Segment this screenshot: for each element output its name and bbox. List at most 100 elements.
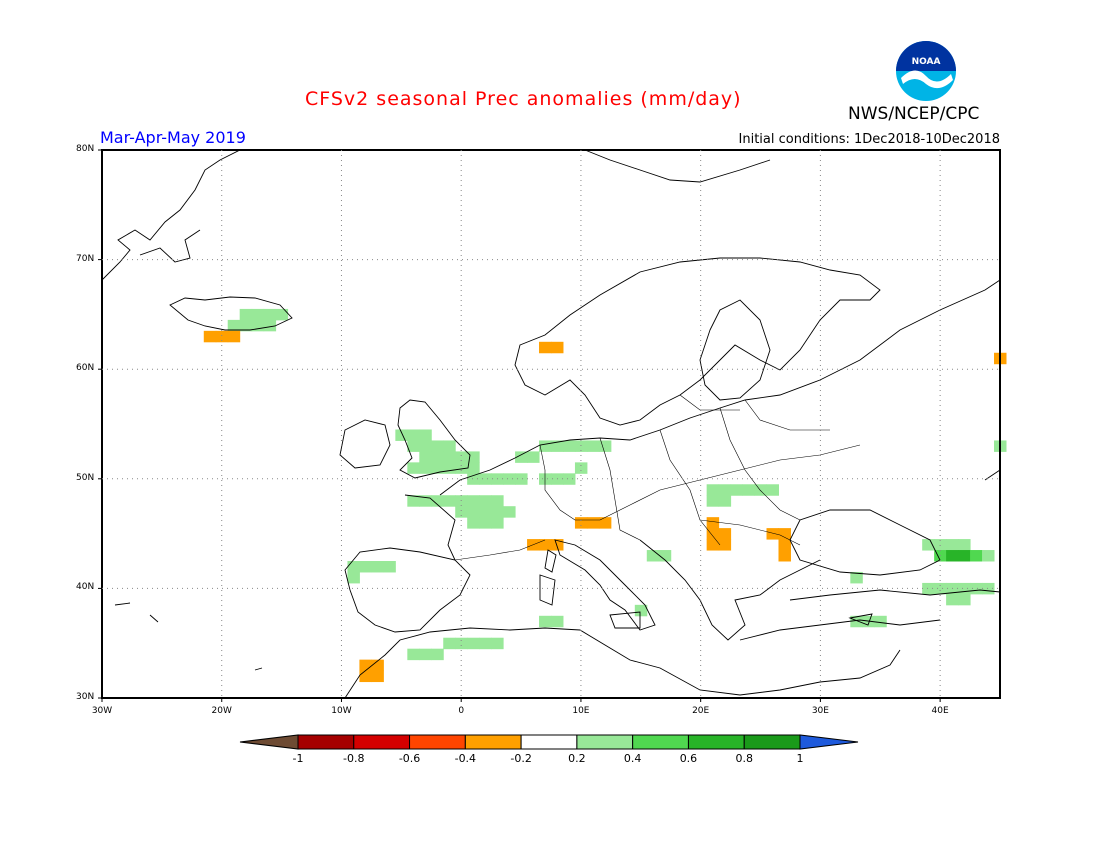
anomaly-cell [455,462,468,474]
anomaly-cell [658,550,672,562]
lat-label: 50N [76,472,95,483]
anomaly-cell [407,495,420,507]
anomaly-cell [539,341,552,354]
anomaly-cell [934,582,947,595]
lon-label: 0 [458,706,465,716]
anomaly-cell [946,593,959,606]
anomaly-cell [527,451,540,463]
anomaly-cell [574,462,588,474]
anomaly-cell [479,506,492,518]
anomaly-cell [359,670,372,683]
anomaly-cell [407,440,420,452]
lon-label: 10E [572,706,590,716]
anomaly-cell [539,440,552,452]
anomaly-cells [203,308,1007,683]
anomaly-cell [551,615,564,628]
anomaly-cell [958,539,971,551]
anomaly-cell [431,495,444,507]
anomaly-cell [455,637,468,650]
anomaly-cell [503,506,516,518]
anomaly-cell [958,593,971,606]
anomaly-cell [395,429,408,441]
lon-label: 30W [91,706,113,716]
anomaly-cell [706,539,720,551]
anomaly-cell [347,561,360,573]
anomaly-cell [347,571,360,584]
colorbar-label: -1 [292,752,304,765]
anomaly-cell [646,550,660,562]
anomaly-cell [970,550,983,562]
anomaly-cell [263,308,277,321]
anomaly-cell [718,539,732,551]
anomaly-cell [766,484,779,496]
anomaly-cell [431,451,444,463]
lon-label: 30E [811,706,829,716]
anomaly-cell [251,308,265,321]
north-europe-coast [439,279,1001,496]
anomaly-cell [491,506,504,518]
anomaly-cell [574,440,588,452]
colorbar-box [409,734,466,750]
anomaly-cell [862,615,875,628]
anomaly-cell [467,517,480,529]
black-sea-coast [789,509,941,576]
anomaly-cell [215,330,229,343]
britain-coast [397,399,471,479]
colorbar-label: -0.8 [343,752,365,765]
anomaly-cell [934,539,947,551]
anomaly-cell [982,550,995,562]
anomaly-cell [203,330,217,343]
anomaly-cell [419,429,432,441]
anomaly-cell [443,451,456,463]
anomaly-cell [574,517,588,529]
anomaly-cell [970,582,983,595]
anomaly-cell [467,506,480,518]
anomaly-cell [263,319,277,332]
anomaly-cell [407,648,420,661]
map-frame [101,149,1001,699]
anomaly-cell [479,473,492,485]
anomaly-cell [958,582,971,595]
anomaly-cell [359,561,372,573]
colorbar [239,734,859,750]
anomaly-cell [778,550,791,562]
anomaly-cell [455,506,468,518]
anomaly-cell [551,341,564,354]
page-title: CFSv2 seasonal Prec anomalies (mm/day) [305,88,742,110]
balkans-coast [639,539,821,641]
anomaly-cell [455,451,468,463]
scandinavia-coast [514,257,881,426]
anomaly-cell [598,517,612,529]
anomaly-cell [718,495,732,507]
anomaly-cell [766,528,779,540]
lon-label: 20W [211,706,232,716]
anomaly-cell [383,561,396,573]
anomaly-cell [778,528,791,540]
anomaly-cell [359,659,372,672]
anomaly-cell [503,473,516,485]
colorbar-box [520,734,578,750]
anomaly-cell [227,330,241,343]
coastlines [101,149,1001,699]
anomaly-cell [491,495,504,507]
anomaly-cell [407,462,420,474]
anomaly-cell [982,582,995,595]
anomaly-cell [431,462,444,474]
anomaly-cell [467,462,480,474]
anomaly-cell [419,451,432,463]
colorbar-label: 0.4 [623,752,642,765]
season-label: Mar-Apr-May 2019 [100,128,246,147]
colorbar-box [687,734,745,750]
anomaly-cell [467,473,480,485]
anomaly-cell [850,571,863,584]
anomaly-cell [946,550,959,562]
lon-label: 20E [692,706,710,716]
lat-label: 70N [76,253,95,264]
anomaly-cell [491,517,504,529]
colorbar-box [743,734,801,750]
anomaly-cell [419,648,432,661]
anomaly-cell [431,440,444,452]
anomaly-cell [754,484,768,496]
north-africa-coast [344,627,901,699]
colorbar-box [353,734,411,750]
